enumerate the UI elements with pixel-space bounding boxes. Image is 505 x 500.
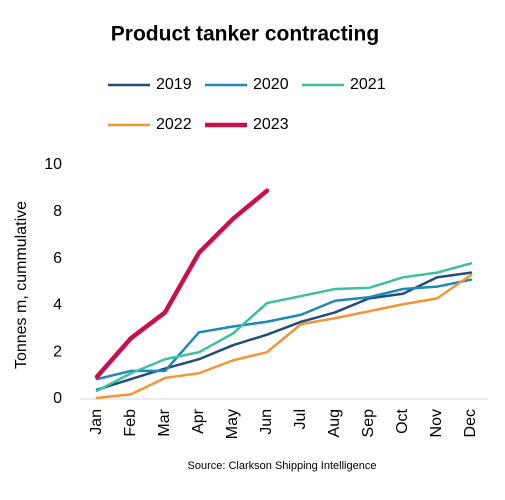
x-tick-label: Sep [360, 409, 377, 438]
y-tick-label: 4 [53, 297, 62, 314]
x-tick-label: Jun [258, 409, 275, 435]
x-tick-label: Aug [326, 409, 343, 437]
y-tick-label: 10 [44, 156, 62, 173]
x-tick-label: Mar [156, 408, 173, 436]
y-tick-label: 2 [53, 343, 62, 360]
series-line [94, 188, 270, 380]
x-tick-label: Feb [122, 409, 139, 437]
y-axis-label: Tonnes m, cummulative [13, 201, 30, 369]
legend-label: 2022 [156, 116, 192, 133]
y-tick-label: 8 [53, 203, 62, 220]
x-tick-label: Oct [394, 408, 411, 433]
series-line [95, 262, 473, 393]
x-tick-label: Jul [292, 409, 309, 429]
legend-label: 2023 [253, 116, 289, 133]
source: Source: Clarkson Shipping Intelligence [188, 460, 377, 472]
x-tick-label: Apr [190, 408, 207, 434]
x-tick-label: Jan [88, 409, 105, 435]
x-tick-label: Nov [428, 409, 445, 437]
y-tick-label: 6 [53, 250, 62, 267]
chart-title: Product tanker contracting [111, 23, 379, 46]
legend-label: 2020 [253, 76, 289, 93]
legend-label: 2021 [350, 76, 386, 93]
y-tick-label: 0 [53, 390, 62, 407]
legend-label: 2019 [156, 76, 192, 93]
series-line [95, 278, 473, 381]
x-tick-label: May [224, 409, 241, 439]
x-tick-label: Dec [462, 409, 479, 437]
series-line [95, 273, 473, 400]
